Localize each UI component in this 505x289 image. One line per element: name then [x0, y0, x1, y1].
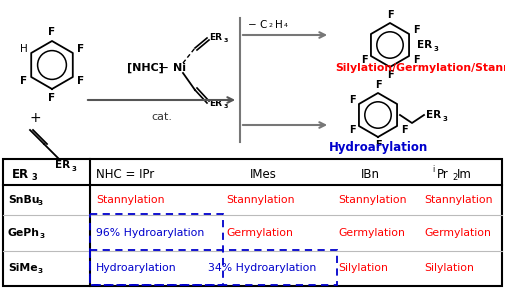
Text: F: F: [413, 25, 419, 35]
Text: IMes: IMes: [249, 168, 276, 181]
Text: H: H: [275, 20, 283, 30]
Text: F: F: [361, 55, 367, 65]
Text: 3: 3: [434, 46, 439, 52]
Text: 3: 3: [224, 105, 228, 110]
Text: F: F: [20, 77, 27, 86]
Text: Stannylation: Stannylation: [96, 195, 165, 205]
Text: [NHC]: [NHC]: [127, 63, 164, 73]
Text: F: F: [48, 93, 56, 103]
Text: F: F: [349, 95, 356, 105]
Text: 3: 3: [38, 200, 43, 206]
Text: 34% Hydroarylation: 34% Hydroarylation: [208, 263, 316, 273]
Text: Silylation: Silylation: [338, 263, 388, 273]
Text: ER: ER: [426, 110, 441, 120]
Text: 3: 3: [38, 268, 43, 274]
Text: F: F: [375, 140, 381, 150]
Text: F: F: [349, 125, 356, 135]
Text: Hydroarylation: Hydroarylation: [328, 142, 428, 155]
Text: −: −: [158, 62, 169, 75]
Text: 96% Hydroarylation: 96% Hydroarylation: [96, 228, 204, 238]
Bar: [3, 159, 502, 286]
Text: $_2$: $_2$: [268, 21, 274, 29]
Text: ER: ER: [209, 99, 222, 108]
Text: GePh: GePh: [8, 228, 40, 238]
Text: F: F: [77, 77, 84, 86]
Text: 3: 3: [443, 116, 448, 122]
Text: Silylation: Silylation: [424, 263, 474, 273]
Text: F: F: [387, 10, 393, 20]
Text: i: i: [432, 166, 434, 175]
Text: ER: ER: [55, 160, 70, 170]
Text: Ni: Ni: [173, 63, 186, 73]
Text: 3: 3: [40, 233, 45, 239]
Text: F: F: [413, 55, 419, 65]
Text: Stannylation: Stannylation: [338, 195, 407, 205]
Text: F: F: [400, 125, 408, 135]
Text: Germylation: Germylation: [226, 228, 293, 238]
Text: F: F: [375, 80, 381, 90]
Text: SiMe: SiMe: [8, 263, 38, 273]
Text: F: F: [77, 44, 84, 53]
Text: 3: 3: [31, 173, 37, 181]
Text: IBn: IBn: [361, 168, 379, 181]
Text: F: F: [48, 27, 56, 37]
Text: +: +: [29, 111, 41, 125]
Text: Pr: Pr: [437, 168, 449, 181]
Text: 3: 3: [224, 38, 228, 44]
Text: Stannylation: Stannylation: [226, 195, 294, 205]
Text: F: F: [387, 70, 393, 80]
Text: Silylation/Germylation/Stannylation: Silylation/Germylation/Stannylation: [335, 63, 505, 73]
Text: Germylation: Germylation: [338, 228, 405, 238]
Text: ER: ER: [417, 40, 432, 50]
Text: H: H: [20, 44, 27, 53]
Text: Germylation: Germylation: [424, 228, 491, 238]
Text: − C: − C: [248, 20, 267, 30]
Bar: [90, 214, 223, 285]
Text: Hydroarylation: Hydroarylation: [96, 263, 177, 273]
Text: ER: ER: [209, 34, 222, 42]
Text: NHC = IPr: NHC = IPr: [96, 168, 154, 181]
Bar: [90, 250, 337, 285]
Text: 3: 3: [72, 166, 77, 172]
Text: 2: 2: [452, 173, 457, 181]
Text: Stannylation: Stannylation: [424, 195, 492, 205]
Text: cat.: cat.: [152, 112, 173, 122]
Text: SnBu: SnBu: [8, 195, 39, 205]
Text: $_4$: $_4$: [283, 21, 289, 29]
Text: ER: ER: [12, 168, 29, 181]
Text: Im: Im: [457, 168, 472, 181]
